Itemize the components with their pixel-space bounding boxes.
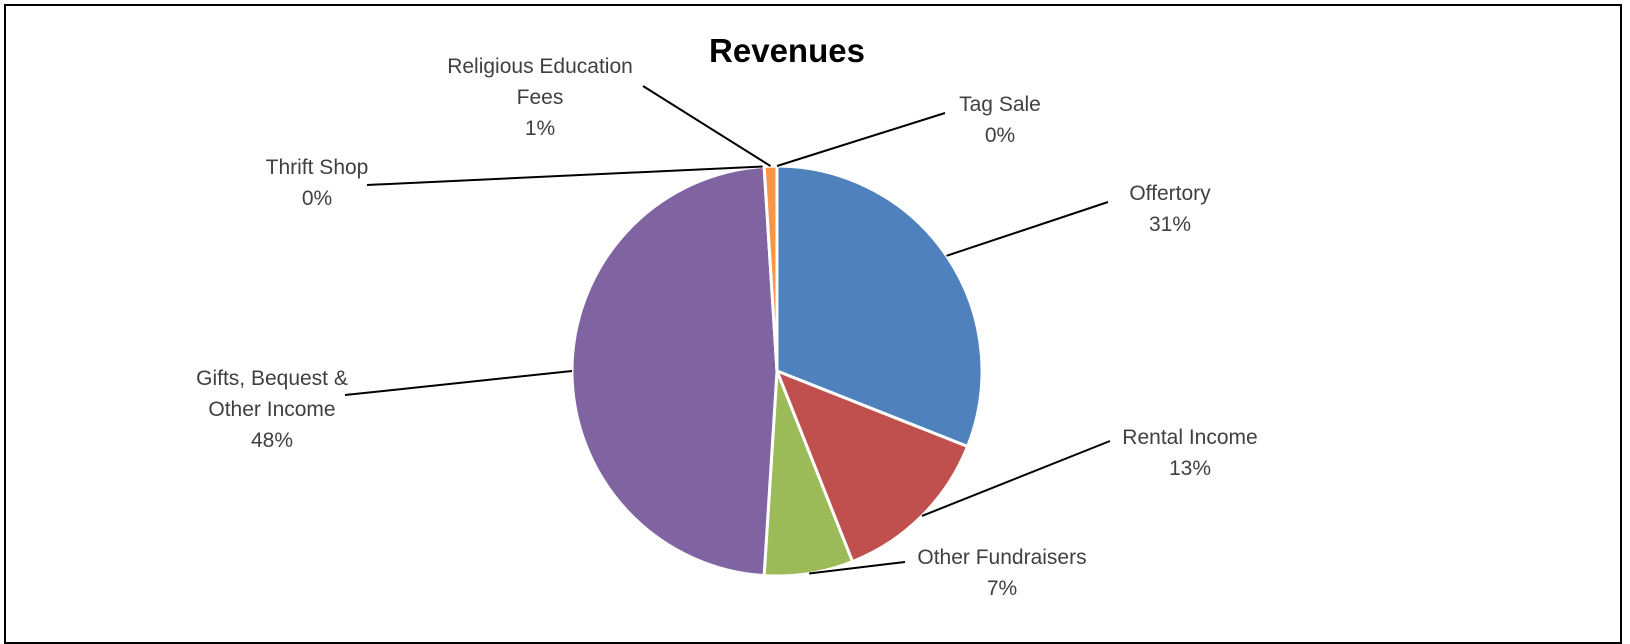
label-percent: 48%: [250, 429, 294, 452]
label-percent: 0%: [984, 124, 1016, 147]
data-label: Rental Income 13%: [1060, 422, 1320, 484]
label-category: Thrift Shop: [265, 156, 369, 179]
label-category: Offertory: [1129, 182, 1211, 205]
label-category: Tag Sale: [959, 93, 1041, 116]
data-label: Other Fundraisers 7%: [872, 542, 1132, 604]
pie-slice: [774, 368, 970, 564]
label-percent: 0%: [301, 187, 333, 210]
label-percent: 13%: [1168, 457, 1212, 480]
label-category: Gifts, Bequest & Other Income: [196, 367, 348, 421]
leader-line: [808, 561, 906, 575]
label-category: Rental Income: [1122, 426, 1258, 449]
leader-line: [776, 112, 946, 167]
label-percent: 1%: [524, 117, 556, 140]
data-label: Gifts, Bequest & Other Income 48%: [172, 363, 372, 456]
data-label: Tag Sale 0%: [900, 89, 1100, 151]
pie-slice: [570, 164, 779, 578]
leader-line: [366, 165, 765, 186]
label-category: Religious Education Fees: [447, 55, 633, 109]
label-percent: 7%: [986, 577, 1018, 600]
leader-line: [344, 370, 573, 396]
label-percent: 31%: [1148, 213, 1192, 236]
data-label: Religious Education Fees 1%: [425, 51, 655, 144]
chart-title: Revenues: [709, 32, 865, 69]
label-category: Other Fundraisers: [917, 546, 1087, 569]
leader-line: [642, 85, 772, 167]
data-label: Thrift Shop 0%: [217, 152, 417, 214]
leader-line: [921, 440, 1111, 517]
data-label: Offertory 31%: [1040, 178, 1300, 240]
leader-line: [946, 201, 1109, 257]
